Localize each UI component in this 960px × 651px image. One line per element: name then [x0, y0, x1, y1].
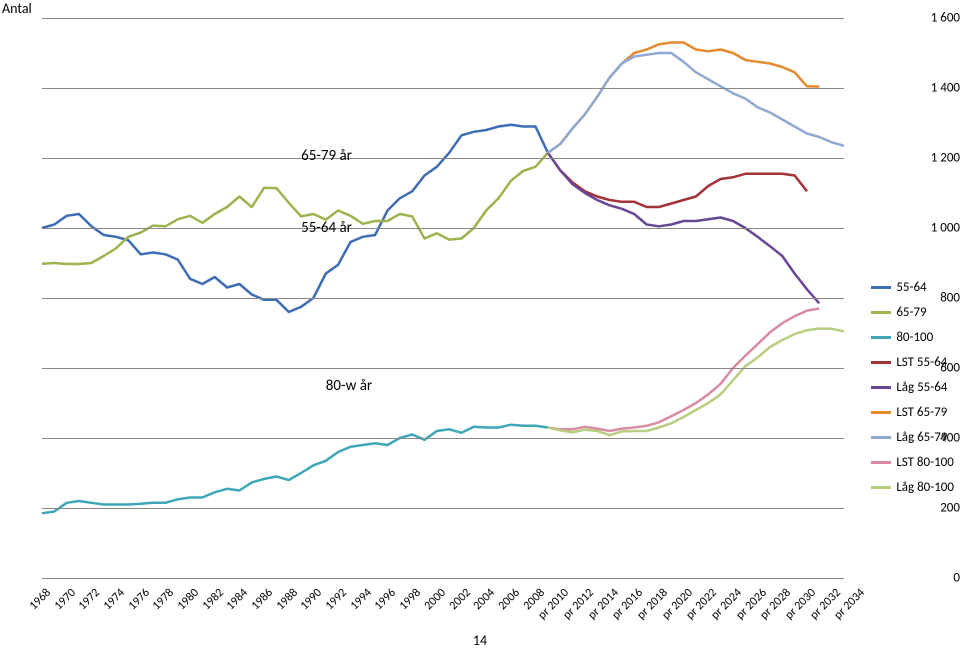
x-tick-label: 1976: [126, 586, 153, 613]
gridline: [42, 368, 844, 369]
legend-item: LST 65-79: [871, 405, 954, 420]
gridline: [42, 508, 844, 509]
annotation-label: 55-64 år: [301, 219, 352, 237]
y-tick-label: 1 000: [924, 221, 960, 236]
legend-item: 80-100: [871, 330, 954, 345]
gridline: [42, 18, 844, 19]
x-tick-label: 1994: [348, 586, 375, 613]
x-tick-label: 1984: [224, 586, 251, 613]
y-tick-label: 800: [924, 291, 960, 306]
legend-label: Låg 80-100: [896, 480, 954, 495]
x-tick-label: 2004: [471, 586, 498, 613]
x-tick-label: 2002: [446, 586, 473, 613]
series-s5564: [42, 125, 548, 312]
x-tick-label: 1980: [175, 586, 202, 613]
legend-label: LST 65-79: [896, 405, 947, 420]
x-tick-label: 1988: [274, 586, 301, 613]
x-tick-label: 1978: [150, 586, 177, 613]
gridline: [42, 438, 844, 439]
legend-label: 65-79: [896, 305, 926, 320]
legend-swatch: [871, 436, 891, 439]
legend-swatch: [871, 361, 891, 364]
y-tick-label: 200: [924, 501, 960, 516]
series-lst6579: [548, 43, 819, 153]
gridline: [42, 158, 844, 159]
legend-item: 65-79: [871, 305, 954, 320]
y-axis-title: Antal: [2, 0, 32, 17]
y-tick-label: 1 400: [924, 81, 960, 96]
x-tick-label: 1998: [397, 586, 424, 613]
x-tick-label: 2000: [422, 586, 449, 613]
legend-label: LST 80-100: [896, 455, 954, 470]
legend-label: Låg 55-64: [896, 380, 947, 395]
x-tick-label: 1968: [27, 586, 54, 613]
chart-container: Antal 65-79 år 55-64 år 80-w år 55-64 65-79…: [0, 0, 960, 651]
y-tick-label: 0: [924, 571, 960, 586]
legend-swatch: [871, 336, 891, 339]
legend-swatch: [871, 486, 891, 489]
legend-label: 55-64: [896, 280, 926, 295]
x-tick-label: 1990: [298, 586, 325, 613]
legend-item: Låg 55-64: [871, 380, 954, 395]
gridline: [42, 228, 844, 229]
series-s6579: [42, 153, 548, 264]
annotation-label: 80-w år: [326, 377, 372, 395]
series-lst5564: [548, 153, 807, 207]
x-tick-label: 1972: [76, 586, 103, 613]
series-lag80100: [548, 329, 844, 436]
legend-item: Låg 80-100: [871, 480, 954, 495]
gridline: [42, 578, 844, 579]
y-tick-label: 400: [924, 431, 960, 446]
legend-item: LST 80-100: [871, 455, 954, 470]
x-tick-label: 1974: [101, 586, 128, 613]
legend-label: 80-100: [896, 330, 933, 345]
y-tick-label: 600: [924, 361, 960, 376]
legend-swatch: [871, 461, 891, 464]
plot-area: 65-79 år 55-64 år 80-w år: [42, 18, 844, 578]
legend-swatch: [871, 311, 891, 314]
annotation-label: 65-79 år: [301, 147, 352, 165]
legend: 55-6465-7980-100LST 55-64Låg 55-64LST 65…: [871, 280, 954, 495]
legend-swatch: [871, 286, 891, 289]
series-lst80100: [548, 309, 819, 432]
page-number: 14: [473, 632, 487, 649]
x-tick-label: 1986: [249, 586, 276, 613]
x-tick-label: 1996: [372, 586, 399, 613]
y-tick-label: 1 600: [924, 11, 960, 26]
y-tick-label: 1 200: [924, 151, 960, 166]
legend-swatch: [871, 386, 891, 389]
gridline: [42, 298, 844, 299]
x-tick-label: 1982: [200, 586, 227, 613]
series-lag6579: [548, 53, 844, 153]
gridline: [42, 88, 844, 89]
legend-swatch: [871, 411, 891, 414]
x-tick-label: 1970: [51, 586, 78, 613]
x-tick-label: 2006: [496, 586, 523, 613]
x-tick-label: 1992: [323, 586, 350, 613]
